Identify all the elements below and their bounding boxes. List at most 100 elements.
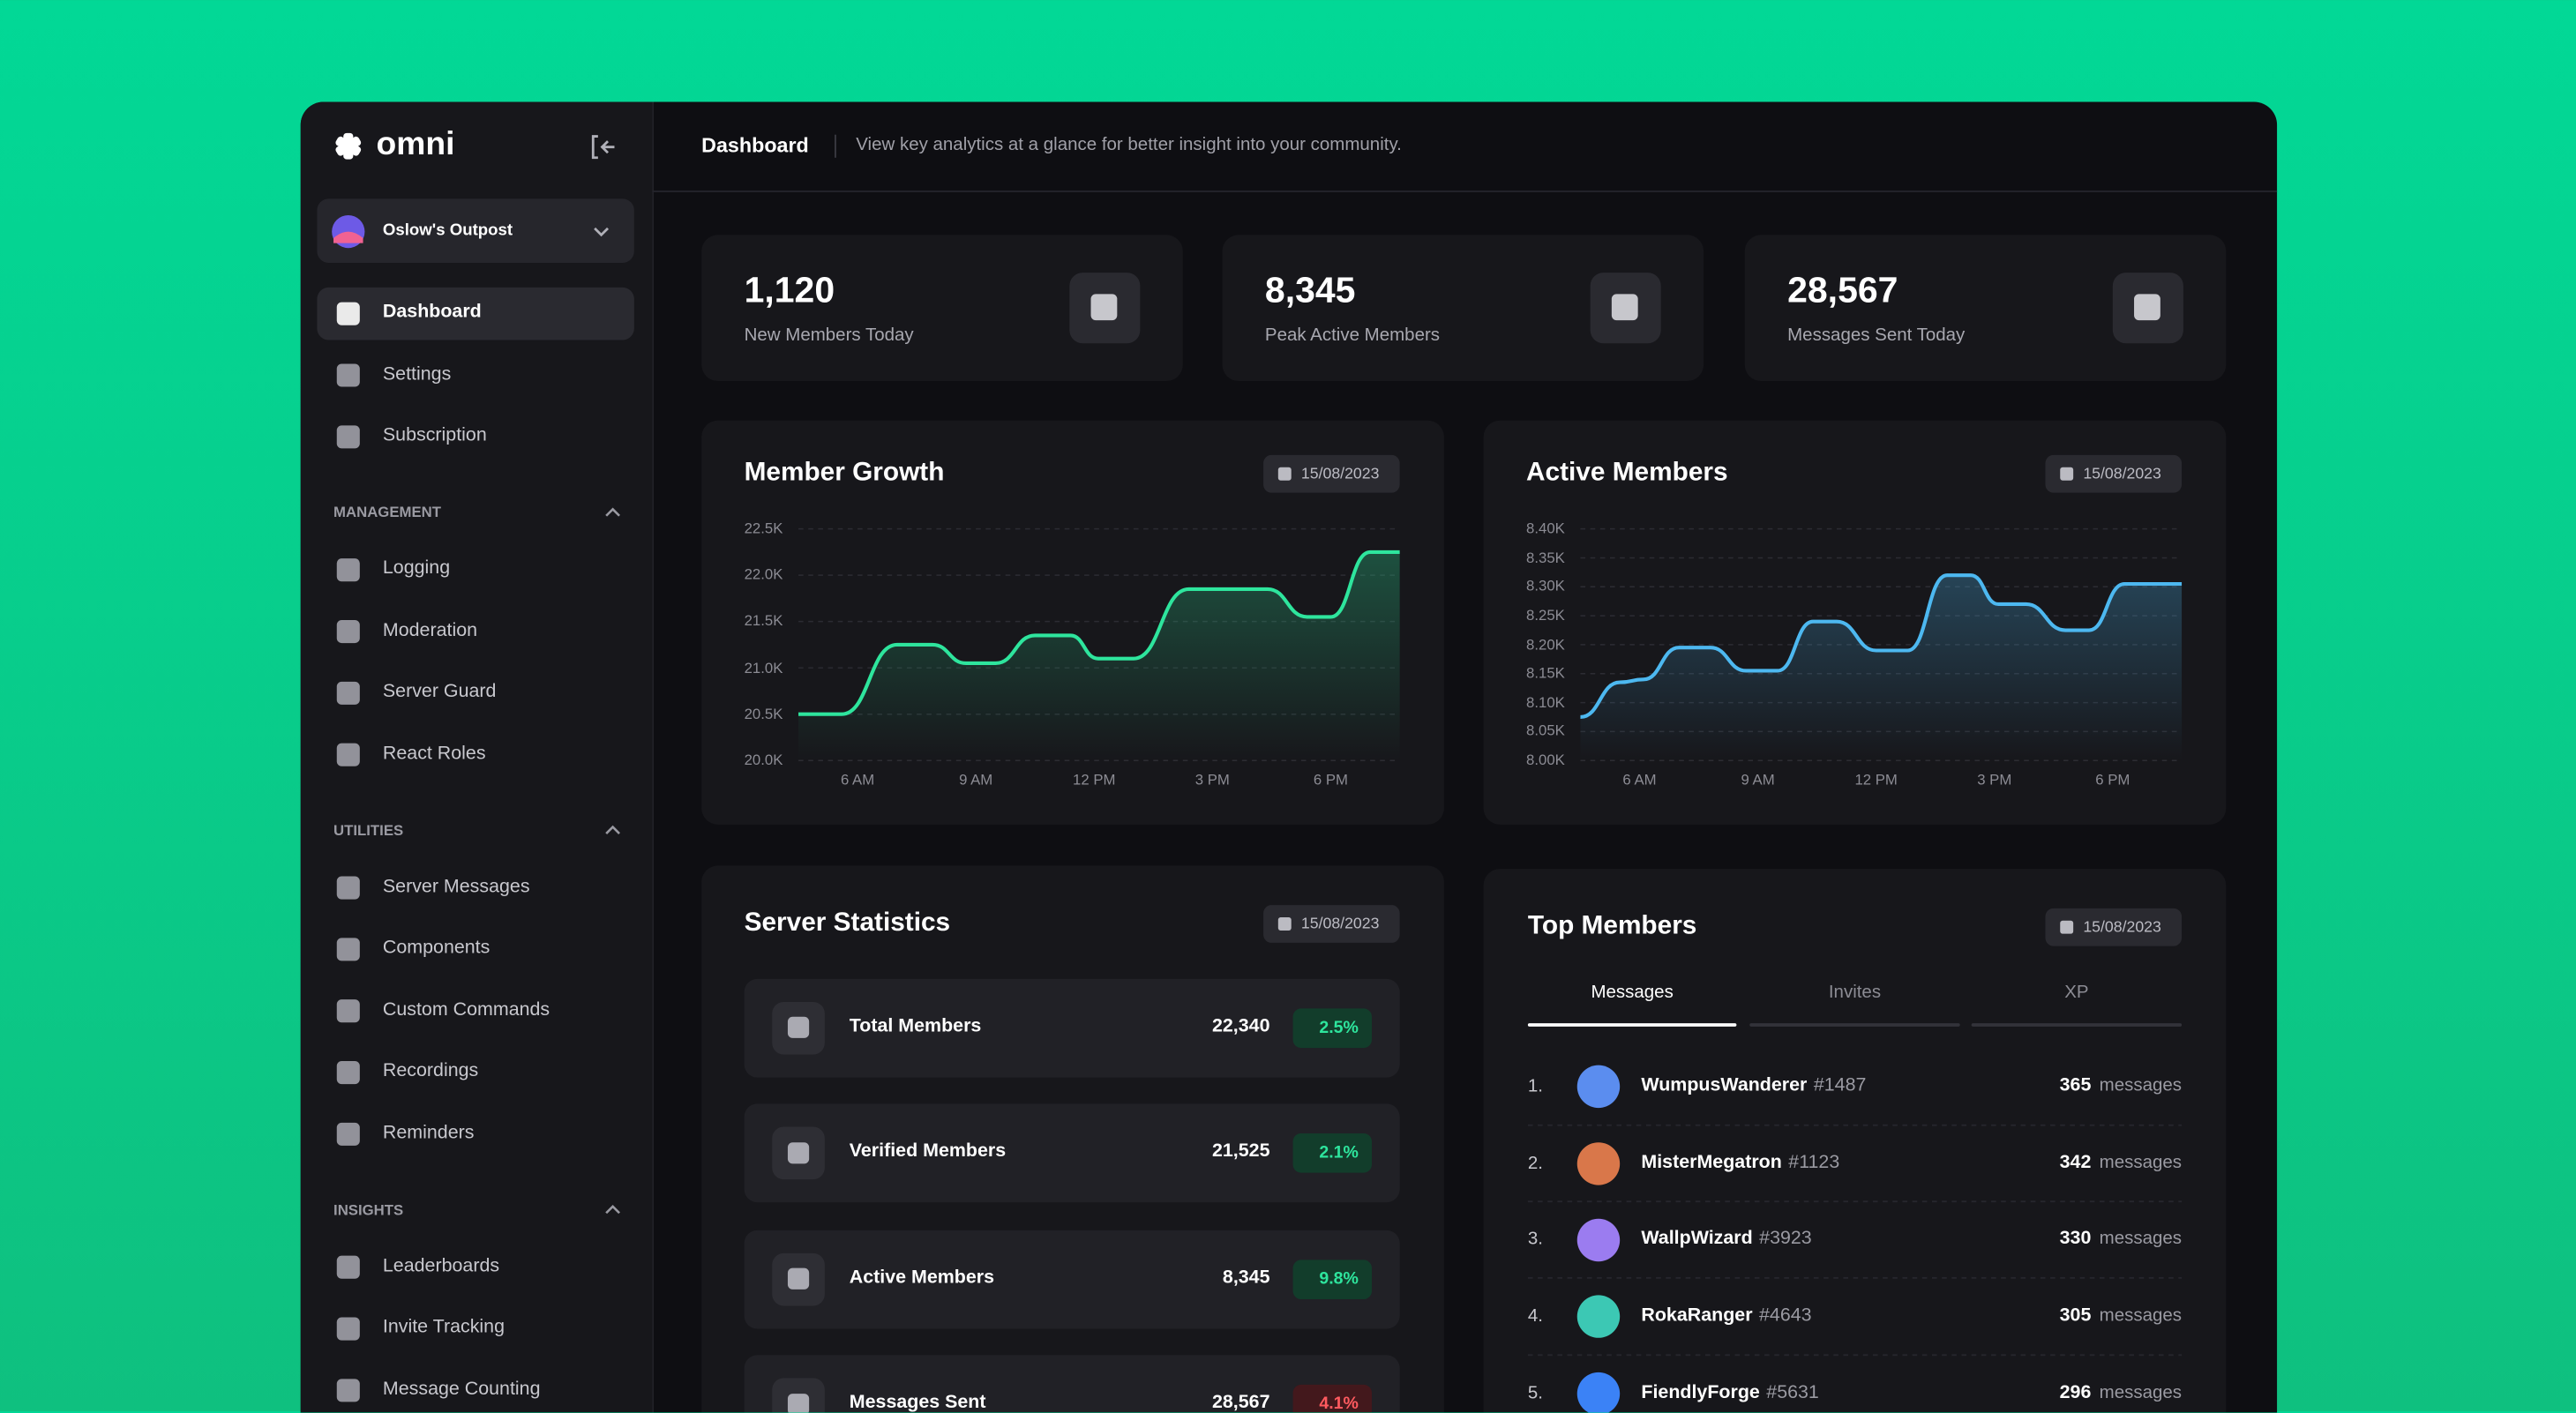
change-value: 2.5%	[1319, 1017, 1359, 1037]
member-tag: #1487	[1813, 1075, 1867, 1095]
x-tick-label: 3 PM	[1194, 771, 1230, 789]
stat-row-value: 8,345	[1222, 1267, 1270, 1288]
chart-date: 15/08/2023	[2083, 464, 2161, 483]
rank: 4.	[1527, 1305, 1543, 1326]
member: WallpWizard #3923	[1641, 1229, 1811, 1252]
section-header: UTILITIES	[333, 821, 404, 838]
y-tick-label: 8.05K	[1526, 722, 1565, 739]
count-unit: messages	[2099, 1152, 2183, 1172]
change-value: 4.1%	[1319, 1394, 1359, 1413]
icon	[336, 1255, 360, 1279]
nav-item[interactable]: Custom Commands	[382, 999, 550, 1020]
line	[798, 550, 1400, 716]
x-tick-label: 9 AM	[959, 771, 993, 789]
nav-item[interactable]: Moderation	[382, 620, 478, 640]
brand: omni	[376, 126, 455, 163]
member: RokaRanger #4643	[1641, 1305, 1811, 1328]
nav-item[interactable]: Server Guard	[382, 682, 497, 702]
member-count: 305 messages	[2060, 1305, 2182, 1328]
stat-row-value: 21,525	[1211, 1141, 1270, 1162]
x-tick-label: 6 PM	[2095, 771, 2130, 789]
y-tick-label: 8.25K	[1526, 607, 1565, 624]
icon	[336, 1317, 360, 1341]
active-nav-bg[interactable]	[317, 287, 634, 340]
tab[interactable]: XP	[2064, 983, 2089, 1003]
icon	[336, 876, 360, 900]
nav-item[interactable]: Subscription	[382, 425, 487, 445]
stat-label: New Members Today	[744, 325, 914, 346]
icon	[787, 1267, 810, 1290]
nav-item[interactable]: React Roles	[382, 743, 486, 764]
member: WumpusWanderer #1487	[1641, 1075, 1866, 1098]
nav-item[interactable]: Server Messages	[382, 876, 530, 897]
tab[interactable]: Messages	[1591, 983, 1674, 1003]
member-tag: #4643	[1758, 1305, 1812, 1326]
stat-row-label: Verified Members	[849, 1141, 1007, 1162]
nav-item[interactable]: Logging	[382, 558, 451, 579]
member-name: MisterMegatron	[1641, 1152, 1782, 1172]
count-value: 365	[2059, 1075, 2092, 1095]
chevron-down	[594, 227, 610, 237]
calendar-icon	[1277, 467, 1292, 481]
count-unit: messages	[2099, 1382, 2183, 1402]
stat-value: 28,567	[1787, 269, 1898, 310]
page-title: Dashboard	[701, 133, 809, 157]
icon	[336, 363, 360, 387]
member-name: RokaRanger	[1641, 1305, 1753, 1326]
section-header: MANAGEMENT	[333, 503, 442, 520]
tab-underline	[1749, 1023, 1960, 1027]
nav-item[interactable]: Components	[382, 938, 490, 958]
member-count: 296 messages	[2060, 1382, 2182, 1405]
nav-item[interactable]: Invite Tracking	[382, 1317, 505, 1338]
stat-row-label: Total Members	[849, 1015, 982, 1036]
change-badge	[1292, 1133, 1372, 1173]
count-unit: messages	[2099, 1229, 2183, 1249]
chart-date: 15/08/2023	[1300, 464, 1380, 483]
nav-item[interactable]: Message Counting	[382, 1379, 541, 1399]
server-name[interactable]: Oslow's Outpost	[382, 221, 513, 240]
server-select[interactable]	[317, 198, 634, 263]
chevron-up	[605, 1204, 620, 1215]
member-tag: #5631	[1766, 1382, 1819, 1402]
section-header: INSIGHTS	[333, 1200, 404, 1218]
calendar-icon	[2060, 467, 2074, 481]
x-tick-label: 6 PM	[1313, 771, 1348, 789]
chart-title: Active Members	[1526, 459, 1728, 487]
tab[interactable]: Invites	[1828, 983, 1882, 1003]
card-date: 15/08/2023	[1300, 914, 1380, 933]
x-tick-label: 6 AM	[840, 771, 875, 789]
rank: 2.	[1527, 1153, 1543, 1173]
icon	[336, 681, 360, 705]
icon	[336, 558, 360, 582]
nav-item[interactable]: Leaderboards	[382, 1255, 500, 1276]
stat-label: Peak Active Members	[1264, 325, 1441, 346]
stat-row	[744, 977, 1400, 1077]
y-tick-label: 22.5K	[744, 520, 783, 537]
member-tag: #1123	[1788, 1152, 1840, 1172]
member-name: WumpusWanderer	[1641, 1075, 1808, 1095]
member-count: 365 messages	[2060, 1075, 2182, 1098]
nav-item[interactable]: Recordings	[382, 1061, 479, 1081]
card-date: 15/08/2023	[2083, 917, 2161, 937]
member-name: FiendlyForge	[1641, 1382, 1760, 1402]
icon	[1611, 294, 1638, 321]
change-value: 2.1%	[1319, 1142, 1359, 1163]
stat-row-value: 22,340	[1211, 1015, 1270, 1036]
avatar-detail	[333, 231, 363, 243]
count-value: 305	[2059, 1305, 2092, 1326]
nav-item[interactable]: Reminders	[382, 1123, 475, 1143]
y-tick-label: 20.0K	[744, 751, 783, 768]
y-tick-label: 8.35K	[1526, 549, 1565, 566]
y-tick-label: 8.40K	[1526, 520, 1565, 537]
nav-item[interactable]: Settings	[382, 363, 452, 385]
icon	[336, 619, 360, 644]
stat-value: 8,345	[1264, 269, 1356, 310]
rank: 1.	[1527, 1075, 1543, 1095]
rank: 3.	[1527, 1229, 1543, 1250]
icon	[1090, 294, 1118, 321]
nav-item[interactable]: Dashboard	[382, 302, 482, 323]
chevron-up	[605, 507, 620, 517]
